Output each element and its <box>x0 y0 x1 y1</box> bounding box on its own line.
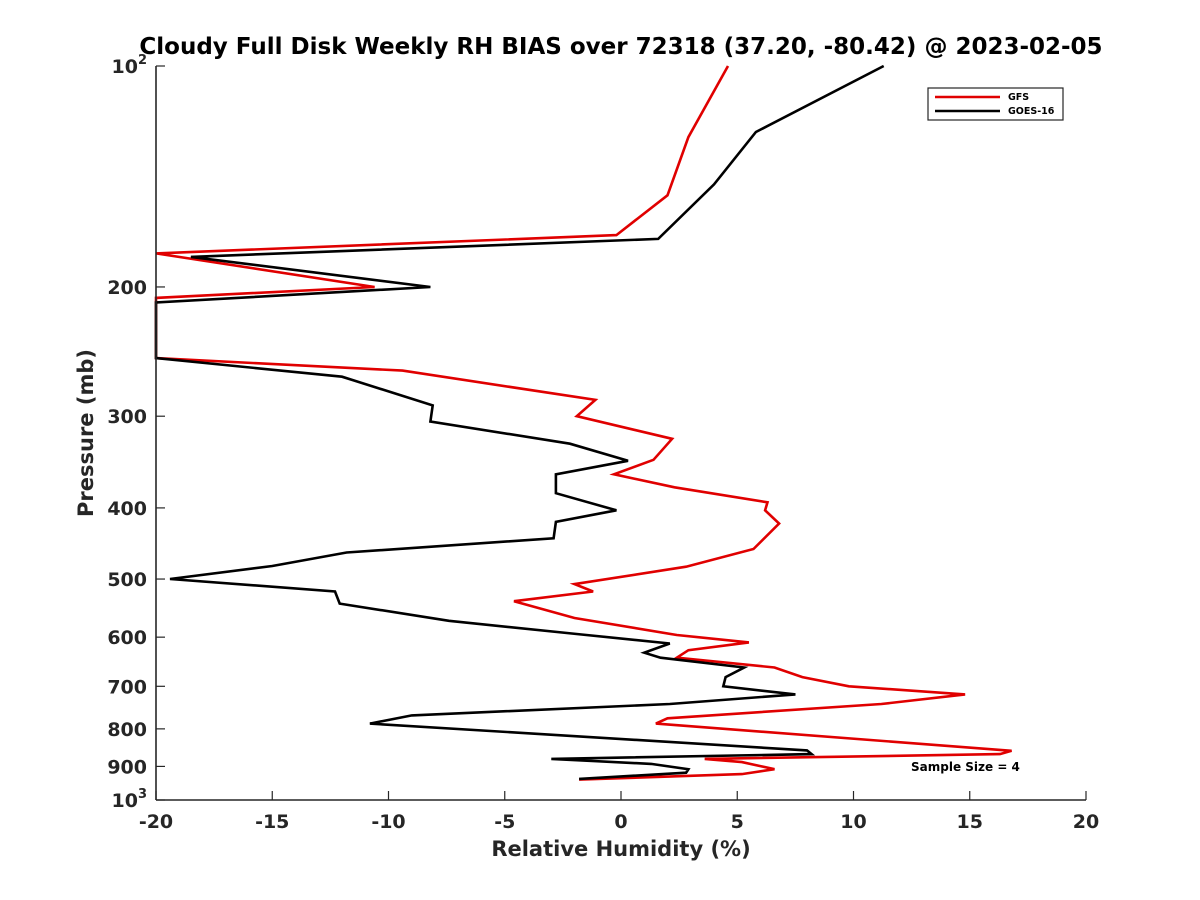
x-tick-label: 0 <box>614 811 627 833</box>
y-tick-label: 500 <box>107 569 147 591</box>
sample-size-annotation: Sample Size = 4 <box>911 760 1020 774</box>
x-tick-label: -15 <box>255 811 289 833</box>
x-tick-label: -20 <box>139 811 173 833</box>
y-tick-label: 102 <box>112 53 148 78</box>
series-layer <box>154 64 1012 781</box>
y-axis-label: Pressure (mb) <box>74 349 98 517</box>
x-axis-label: Relative Humidity (%) <box>491 837 750 861</box>
legend-label-goes16: GOES-16 <box>1008 106 1055 117</box>
y-tick-label: 103 <box>112 787 148 812</box>
series-line-gfs <box>154 65 1012 781</box>
x-tick-label: -10 <box>371 811 405 833</box>
x-tick-label: -5 <box>494 811 515 833</box>
y-tick-label: 900 <box>107 756 147 778</box>
x-tick-label: 10 <box>840 811 866 833</box>
series-line-goes16 <box>154 64 885 781</box>
y-tick-label: 400 <box>107 498 147 520</box>
legend-label-gfs: GFS <box>1008 92 1029 103</box>
legend-box <box>927 87 1064 121</box>
y-ticks: 102 200 300 400 500 600 700 800 900 103 <box>107 53 165 812</box>
x-tick-label: 15 <box>957 811 983 833</box>
plot-axes <box>155 66 1086 801</box>
y-tick-label: 800 <box>107 719 147 741</box>
x-ticks: -20 -15 -10 -5 0 5 10 15 20 <box>139 791 1099 833</box>
x-tick-label: 5 <box>731 811 744 833</box>
y-tick-label: 200 <box>107 277 147 299</box>
x-tick-label: 20 <box>1073 811 1099 833</box>
y-tick-label: 700 <box>107 676 147 698</box>
chart-title: Cloudy Full Disk Weekly RH BIAS over 723… <box>139 34 1102 60</box>
y-tick-label: 300 <box>107 406 147 428</box>
y-tick-label: 600 <box>107 627 147 649</box>
legend: GFS GOES-16 <box>927 87 1064 121</box>
